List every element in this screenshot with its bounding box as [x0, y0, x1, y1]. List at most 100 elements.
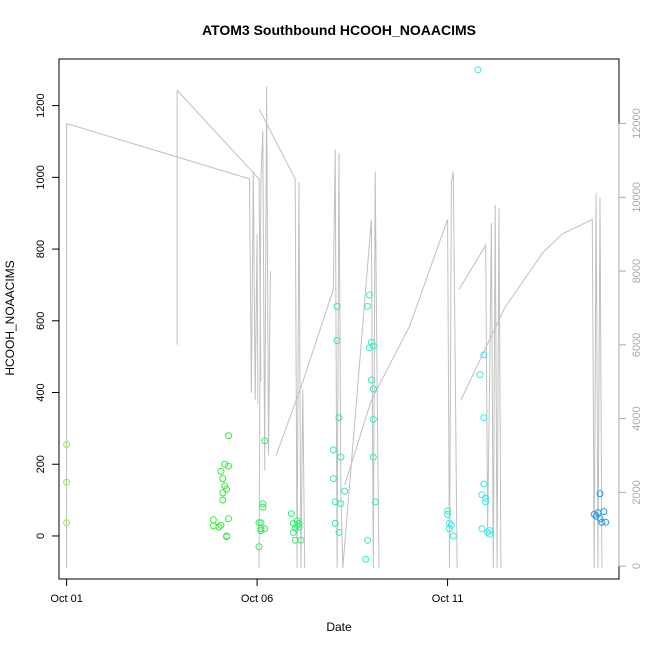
y2-tick-label-3: 6000 [631, 333, 643, 357]
data-point-28 [287, 510, 295, 518]
data-point-70 [478, 525, 486, 533]
data-point-11 [221, 482, 229, 490]
data-point-77 [486, 527, 493, 535]
x-tick-label-1: Oct 06 [241, 593, 273, 605]
y2-tick-label-0: 0 [631, 563, 643, 569]
data-point-20 [255, 543, 263, 551]
data-point-25 [259, 500, 267, 508]
data-point-16 [225, 432, 232, 440]
data-point-79 [590, 510, 598, 518]
data-points-layer [63, 66, 610, 563]
y-tick-label-3: 600 [35, 312, 47, 330]
data-point-2 [63, 519, 71, 527]
data-point-68 [476, 371, 484, 379]
data-point-55 [367, 376, 375, 384]
data-point-35 [295, 519, 303, 527]
data-point-49 [362, 555, 370, 563]
data-point-62 [444, 510, 452, 518]
data-point-48 [341, 487, 349, 495]
data-point-63 [446, 519, 453, 527]
data-point-5 [215, 523, 223, 531]
data-point-7 [217, 467, 225, 475]
data-point-17 [225, 462, 232, 470]
data-point-74 [482, 494, 490, 502]
y2-tick-label-5: 10000 [631, 182, 643, 213]
data-point-15 [223, 533, 231, 541]
data-point-12 [221, 460, 229, 468]
data-point-10 [219, 496, 227, 504]
x-tick-label-0: Oct 01 [50, 593, 82, 605]
altitude-segment-6 [458, 204, 502, 568]
data-point-47 [337, 500, 345, 508]
data-point-1 [63, 478, 71, 486]
data-point-71 [480, 351, 488, 359]
data-point-51 [364, 536, 372, 544]
data-point-65 [447, 521, 455, 529]
data-point-61 [444, 507, 452, 515]
y-axis-left: 0 200 400 600 800 1000 1200 [35, 93, 60, 539]
y-tick-label-2: 400 [35, 383, 47, 401]
data-point-41 [331, 519, 339, 527]
chart-title: ATOM3 Southbound HCOOH_NOAACIMS [202, 22, 476, 38]
data-point-66 [449, 532, 457, 540]
data-point-75 [482, 498, 490, 506]
data-point-59 [369, 453, 377, 461]
y2-tick-label-4: 8000 [631, 259, 643, 283]
y-tick-label-4: 800 [35, 240, 47, 258]
data-point-34 [293, 521, 301, 529]
altitude-track-layer [66, 86, 603, 569]
data-point-67 [474, 66, 482, 74]
y-tick-label-6: 1200 [35, 93, 47, 117]
x-axis-title: Date [326, 620, 352, 634]
data-point-73 [480, 480, 488, 488]
altitude-segment-5 [344, 171, 458, 568]
altitude-segment-7 [460, 193, 603, 568]
data-point-58 [369, 415, 377, 423]
data-point-19 [255, 519, 263, 527]
y-tick-label-0: 0 [35, 533, 47, 539]
y2-tick-label-1: 2000 [631, 480, 643, 504]
data-point-78 [486, 530, 493, 538]
data-point-50 [364, 302, 372, 310]
data-point-26 [261, 437, 269, 445]
data-point-36 [295, 523, 303, 531]
y-tick-label-5: 1000 [35, 165, 47, 189]
data-point-85 [600, 508, 608, 516]
altitude-segment-2 [258, 86, 271, 568]
data-point-0 [63, 441, 71, 448]
data-point-24 [259, 503, 267, 511]
data-point-18 [225, 515, 232, 523]
data-point-43 [333, 337, 341, 344]
y-axis-right: 0 2000 4000 6000 8000 10000 12000 [618, 108, 643, 569]
data-point-60 [371, 498, 379, 506]
data-point-9 [219, 489, 227, 497]
data-point-23 [257, 527, 265, 535]
data-point-45 [335, 528, 343, 536]
data-point-39 [329, 475, 337, 483]
data-point-86 [602, 518, 610, 526]
y-tick-label-1: 200 [35, 455, 47, 473]
altitude-segment-3 [258, 108, 306, 568]
data-point-37 [297, 536, 305, 544]
data-point-76 [484, 528, 492, 536]
data-point-6 [217, 521, 225, 529]
data-point-83 [596, 515, 604, 523]
data-point-42 [333, 302, 341, 310]
data-point-72 [480, 414, 488, 422]
x-axis: Oct 01 Oct 06 Oct 11 [50, 578, 463, 605]
data-point-56 [369, 342, 377, 350]
data-point-44 [335, 414, 343, 422]
data-point-13 [223, 485, 231, 493]
data-point-30 [289, 528, 297, 536]
data-point-84 [598, 518, 606, 526]
data-point-38 [329, 446, 337, 454]
y-axis-title: HCOOH_NOAACIMS [3, 260, 17, 375]
altitude-segment-0 [66, 122, 259, 569]
data-point-8 [219, 475, 227, 483]
y2-tick-label-2: 4000 [631, 406, 643, 430]
data-point-52 [366, 291, 373, 299]
data-point-82 [596, 490, 604, 498]
data-point-27 [261, 525, 269, 533]
